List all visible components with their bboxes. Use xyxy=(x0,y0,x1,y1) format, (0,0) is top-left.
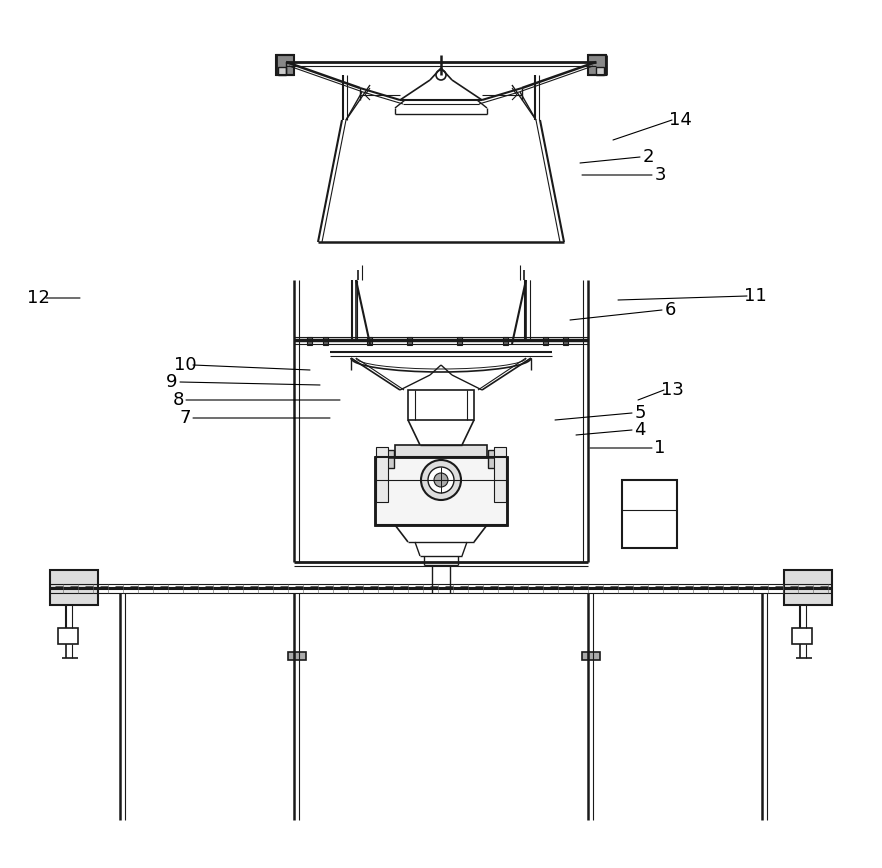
Text: 12: 12 xyxy=(26,289,49,307)
Bar xyxy=(376,447,388,502)
Text: 1: 1 xyxy=(654,439,666,457)
Bar xyxy=(375,457,507,525)
Circle shape xyxy=(434,473,448,487)
Bar xyxy=(503,337,508,345)
Bar xyxy=(784,570,832,605)
Bar xyxy=(596,67,604,75)
Bar xyxy=(278,67,286,75)
Text: 10: 10 xyxy=(174,356,197,374)
Bar xyxy=(395,445,487,457)
Text: 3: 3 xyxy=(654,166,666,184)
Bar xyxy=(380,450,394,468)
Bar xyxy=(488,450,502,468)
Bar xyxy=(276,55,294,75)
Circle shape xyxy=(421,460,461,500)
Bar xyxy=(408,390,474,420)
Text: 14: 14 xyxy=(669,111,691,129)
Text: 7: 7 xyxy=(179,409,191,427)
Bar xyxy=(50,570,98,605)
Bar xyxy=(307,337,312,345)
Bar xyxy=(563,337,568,345)
Bar xyxy=(622,480,677,548)
Circle shape xyxy=(428,467,454,493)
Circle shape xyxy=(436,70,446,80)
Bar xyxy=(494,447,506,502)
Bar xyxy=(407,337,412,345)
Text: 13: 13 xyxy=(661,381,684,399)
Text: 8: 8 xyxy=(172,391,183,409)
Text: 11: 11 xyxy=(744,287,766,305)
Text: 4: 4 xyxy=(634,421,646,439)
Bar xyxy=(792,628,812,644)
Bar xyxy=(457,337,462,345)
Text: 2: 2 xyxy=(642,148,654,166)
Bar xyxy=(582,652,600,660)
Bar xyxy=(375,457,507,525)
Bar xyxy=(543,337,548,345)
Text: 9: 9 xyxy=(166,373,178,391)
Bar xyxy=(58,628,78,644)
Bar xyxy=(323,337,328,345)
Bar xyxy=(588,55,606,75)
Bar xyxy=(288,652,306,660)
Text: 6: 6 xyxy=(664,301,676,319)
Bar xyxy=(367,337,372,345)
Text: 5: 5 xyxy=(634,404,646,422)
